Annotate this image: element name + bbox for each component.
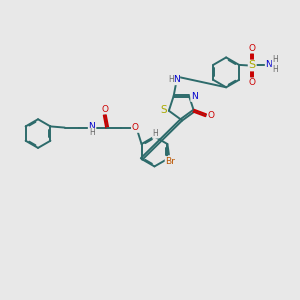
Text: H: H (168, 75, 173, 84)
Text: N: N (172, 75, 179, 84)
Text: N: N (191, 92, 198, 101)
Text: H: H (272, 55, 278, 64)
Text: O: O (132, 123, 139, 132)
Text: H: H (89, 128, 95, 137)
Text: O: O (249, 78, 256, 87)
Text: Br: Br (166, 157, 175, 166)
Text: N: N (266, 60, 272, 69)
Text: H: H (153, 129, 158, 138)
Text: O: O (208, 111, 215, 120)
Text: S: S (249, 61, 256, 70)
Text: H: H (272, 65, 278, 74)
Text: O: O (249, 44, 256, 53)
Text: S: S (160, 105, 167, 115)
Text: O: O (101, 105, 108, 114)
Text: N: N (88, 122, 95, 131)
